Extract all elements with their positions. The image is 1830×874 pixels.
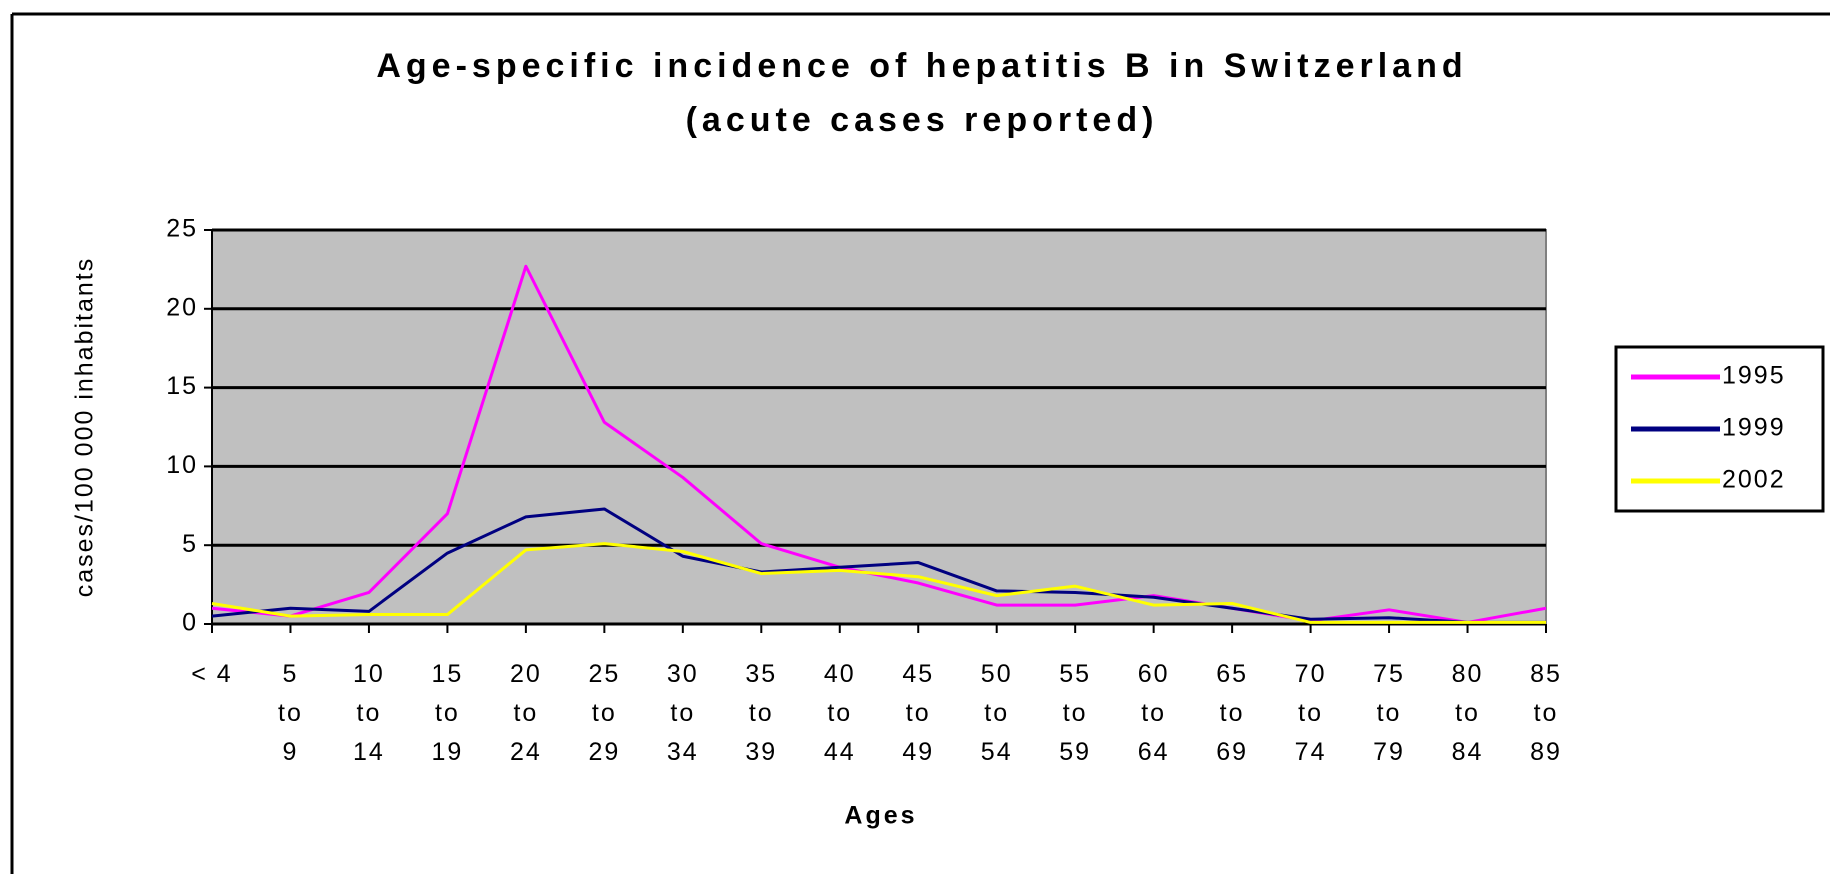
y-tick-label: 5 <box>182 530 198 558</box>
x-tick-label: 65 to 69 <box>1216 660 1249 766</box>
data-line <box>211 507 1546 624</box>
legend-label: 1995 <box>1722 362 1786 390</box>
x-tick-label: 50 to 54 <box>980 660 1013 766</box>
x-tick-label: 55 to 59 <box>1059 660 1092 766</box>
y-tick-label: 25 <box>166 215 198 243</box>
legend-label: 1999 <box>1722 414 1786 442</box>
x-tick-label: 60 to 64 <box>1137 660 1170 766</box>
y-tick-label: 0 <box>182 609 198 637</box>
x-tick-label: 35 to 39 <box>745 660 778 766</box>
x-tick-label: 70 to 74 <box>1294 660 1327 766</box>
x-tick-label: 15 to 19 <box>431 660 464 766</box>
x-tick-label: 75 to 79 <box>1373 660 1405 766</box>
x-tick-label: 5 to 9 <box>278 660 303 766</box>
y-tick-label: 10 <box>166 451 198 479</box>
x-axis-label: Ages <box>844 802 917 830</box>
x-tick-label: 20 to 24 <box>509 660 542 766</box>
data-line <box>211 542 1546 624</box>
x-tick-label: 85 to 89 <box>1530 660 1562 766</box>
x-tick-label: 80 to 84 <box>1451 660 1484 766</box>
x-tick-label: < 4 <box>191 660 233 688</box>
x-tick-label: 25 to 29 <box>588 660 621 766</box>
plot-area <box>211 229 1547 625</box>
x-tick-label: 45 to 49 <box>902 660 935 766</box>
x-tick-label: 30 to 34 <box>666 660 699 766</box>
legend-label: 2002 <box>1722 466 1786 494</box>
y-tick-label: 20 <box>166 293 198 321</box>
x-tick-label: 40 to 44 <box>823 660 856 766</box>
x-tick-label: 10 to 14 <box>353 660 385 766</box>
chart-title: Age-specific incidence of hepatitis B in… <box>376 47 1467 85</box>
chart-subtitle: (acute cases reported) <box>686 101 1159 139</box>
y-tick-label: 15 <box>166 372 198 400</box>
y-axis-label: cases/100 000 inhabitants <box>71 257 99 598</box>
